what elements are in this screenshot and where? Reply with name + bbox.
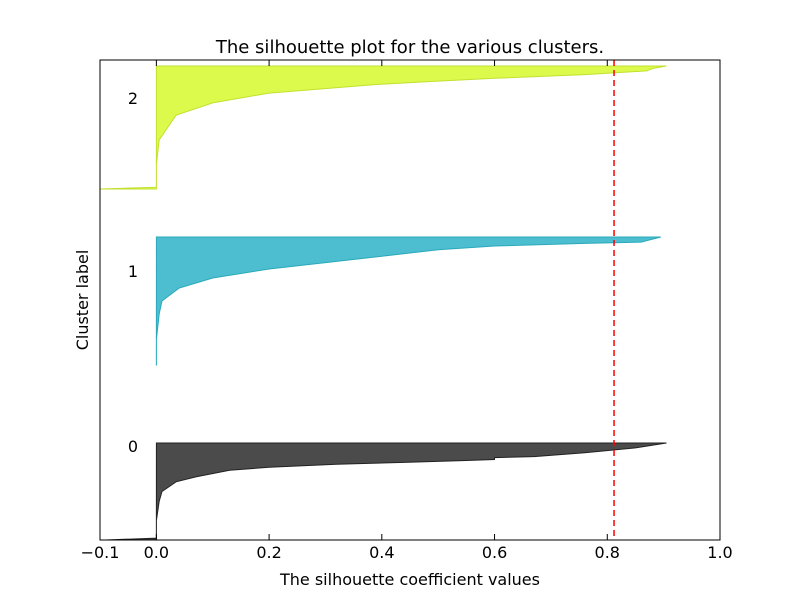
x-axis-label: The silhouette coefficient values <box>279 570 540 589</box>
x-tick-label: 1.0 <box>707 543 732 562</box>
cluster-label-2: 2 <box>128 89 138 108</box>
cluster-1-silhouette <box>155 236 661 366</box>
x-tick-label: 0.4 <box>369 543 394 562</box>
x-tick-label: −0.1 <box>81 543 120 562</box>
chart-title: The silhouette plot for the various clus… <box>215 37 604 58</box>
x-tick-label: 0.0 <box>144 543 169 562</box>
x-tick-label: 0.8 <box>595 543 620 562</box>
x-axis-ticks: −0.1 0.0 0.2 0.4 0.6 0.8 1.0 <box>81 60 733 562</box>
plot-frame <box>99 59 721 541</box>
cluster-0-silhouette <box>105 442 667 541</box>
cluster-labels: 0 1 2 <box>128 89 138 456</box>
y-axis-label: Cluster label <box>73 250 92 351</box>
cluster-label-1: 1 <box>128 262 138 281</box>
x-tick-label: 0.6 <box>482 543 507 562</box>
cluster-label-0: 0 <box>128 437 138 456</box>
x-tick-label: 0.2 <box>256 543 281 562</box>
cluster-areas <box>99 65 667 541</box>
cluster-2-silhouette <box>99 65 667 190</box>
